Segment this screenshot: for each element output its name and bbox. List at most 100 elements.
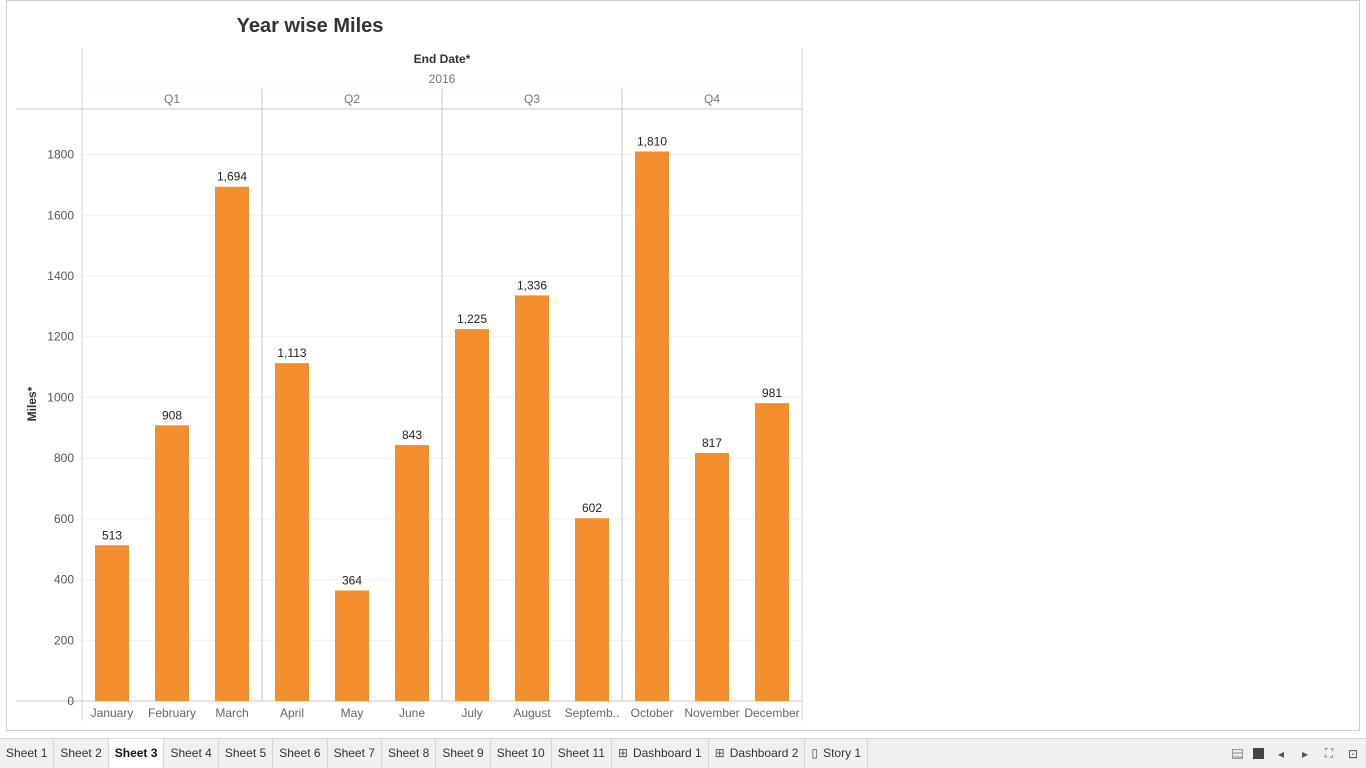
- y-tick-label: 800: [54, 451, 74, 465]
- bar: [515, 295, 549, 701]
- dashboard-icon: ⊞: [714, 746, 725, 760]
- bar-chart: Year wise Miles End Date* 2016 Miles* Q1…: [16, 15, 803, 721]
- y-tick-label: 1800: [47, 148, 74, 162]
- category-label: July: [461, 706, 482, 720]
- bar: [215, 186, 249, 701]
- tab-sheet-8[interactable]: Sheet 8: [382, 739, 437, 768]
- tab-label: Sheet 1: [6, 746, 48, 760]
- y-tick-label: 0: [67, 694, 74, 708]
- tab-label: Sheet 10: [496, 746, 545, 760]
- quarter-headers: Q1 Q2 Q3 Q4: [164, 88, 720, 701]
- tab-label: Sheet 3: [114, 746, 158, 760]
- category-label: March: [215, 706, 248, 720]
- category-labels: January February March April May June July Augu…: [91, 706, 800, 720]
- value-label: 843: [402, 428, 422, 442]
- y-tick-label: 1200: [47, 330, 74, 344]
- value-label: 1,810: [637, 135, 667, 149]
- value-label: 908: [162, 408, 182, 422]
- category-label: November: [684, 706, 739, 720]
- tab-sheet-4[interactable]: Sheet 4: [164, 739, 219, 768]
- tab-label: Dashboard 2: [729, 746, 799, 760]
- value-label: 1,113: [277, 346, 306, 360]
- y-tick-label: 200: [54, 633, 74, 647]
- bars: [95, 151, 789, 701]
- category-label: December: [744, 706, 799, 720]
- tab-label: Sheet 4: [170, 746, 212, 760]
- story-icon: ▯: [811, 746, 819, 760]
- bar: [455, 329, 489, 701]
- bar: [395, 445, 429, 701]
- tab-dashboard-2[interactable]: ⊞ Dashboard 2: [709, 739, 806, 768]
- tab-sheet-6[interactable]: Sheet 6: [273, 739, 328, 768]
- tab-label: Dashboard 1: [632, 746, 702, 760]
- tab-sheet-1[interactable]: Sheet 1: [0, 739, 55, 768]
- value-label: 513: [102, 528, 122, 542]
- chart-title: Year wise Miles: [237, 15, 384, 37]
- y-axis-title: Miles*: [25, 386, 39, 421]
- presentation-mode-icon[interactable]: ⊡: [1347, 746, 1359, 761]
- value-label: 602: [582, 501, 602, 515]
- show-filmstrip-icon[interactable]: [1232, 748, 1243, 759]
- bar: [755, 403, 789, 701]
- category-label: April: [280, 706, 304, 720]
- category-label: Septemb..: [565, 706, 620, 720]
- bar: [335, 590, 369, 701]
- category-label: February: [148, 706, 196, 720]
- tab-sheet-5[interactable]: Sheet 5: [219, 739, 274, 768]
- sheet-tabs: Sheet 1 Sheet 2 Sheet 3 Sheet 4 Sheet 5 Sheet…: [0, 739, 869, 768]
- next-tab-icon[interactable]: ▸: [1301, 746, 1309, 761]
- tab-label: Story 1: [823, 746, 862, 760]
- y-tick-label: 400: [54, 573, 74, 587]
- year-header: 2016: [429, 72, 456, 86]
- tab-label: Sheet 2: [60, 746, 102, 760]
- dashboard-icon: ⊞: [617, 746, 628, 760]
- value-label: 1,225: [457, 312, 487, 326]
- bar: [95, 545, 129, 701]
- category-label: June: [399, 706, 425, 720]
- value-label: 1,336: [517, 278, 547, 292]
- value-label: 364: [342, 573, 362, 587]
- tab-label: Sheet 7: [333, 746, 375, 760]
- tab-label: Sheet 8: [387, 746, 430, 760]
- tab-controls: ◂ ▸ ⛶ ⊡: [1232, 739, 1360, 768]
- y-tick-label: 1400: [47, 269, 74, 283]
- y-axis-ticks: 0 200 400 600 800 1000 1200 1400 1600 1800: [47, 148, 74, 708]
- tab-sheet-3[interactable]: Sheet 3: [108, 739, 165, 768]
- category-label: January: [91, 706, 134, 720]
- value-label: 1,694: [217, 170, 247, 184]
- quarter-header: Q2: [344, 92, 360, 106]
- show-tabs-icon[interactable]: [1253, 748, 1264, 759]
- bar: [635, 151, 669, 701]
- y-tick-label: 1000: [47, 390, 74, 404]
- bar: [695, 452, 729, 701]
- category-label: May: [341, 706, 364, 720]
- sheet-tab-bar: Sheet 1 Sheet 2 Sheet 3 Sheet 4 Sheet 5 Sheet…: [0, 738, 1366, 768]
- fullscreen-icon[interactable]: ⛶: [1324, 746, 1334, 760]
- column-header-title: End Date*: [414, 52, 471, 66]
- value-label: 981: [762, 386, 782, 400]
- y-tick-label: 1600: [47, 208, 74, 222]
- tab-sheet-7[interactable]: Sheet 7: [328, 739, 382, 768]
- tab-sheet-9[interactable]: Sheet 9: [436, 739, 491, 768]
- bar: [155, 425, 189, 701]
- tab-sheet-2[interactable]: Sheet 2: [54, 739, 109, 768]
- quarter-header: Q4: [704, 92, 720, 106]
- tab-story-1[interactable]: ▯ Story 1: [805, 739, 869, 768]
- bar: [275, 363, 309, 701]
- value-label: 817: [702, 436, 722, 450]
- tab-dashboard-1[interactable]: ⊞ Dashboard 1: [612, 739, 709, 768]
- tab-label: Sheet 5: [224, 746, 267, 760]
- quarter-header: Q1: [164, 92, 180, 106]
- quarter-header: Q3: [524, 92, 540, 106]
- tab-sheet-10[interactable]: Sheet 10: [491, 739, 552, 768]
- category-label: August: [513, 706, 551, 720]
- category-label: October: [631, 706, 674, 720]
- y-tick-label: 600: [54, 512, 74, 526]
- tab-label: Sheet 11: [557, 746, 605, 760]
- tab-label: Sheet 6: [279, 746, 321, 760]
- value-labels: 513 908 1,694 1,113 364 843 1,225 1,336 602 1,810…: [102, 135, 782, 588]
- bar: [575, 518, 609, 701]
- previous-tab-icon[interactable]: ◂: [1277, 746, 1285, 761]
- tab-label: Sheet 9: [442, 746, 484, 760]
- tab-sheet-11[interactable]: Sheet 11: [552, 739, 612, 768]
